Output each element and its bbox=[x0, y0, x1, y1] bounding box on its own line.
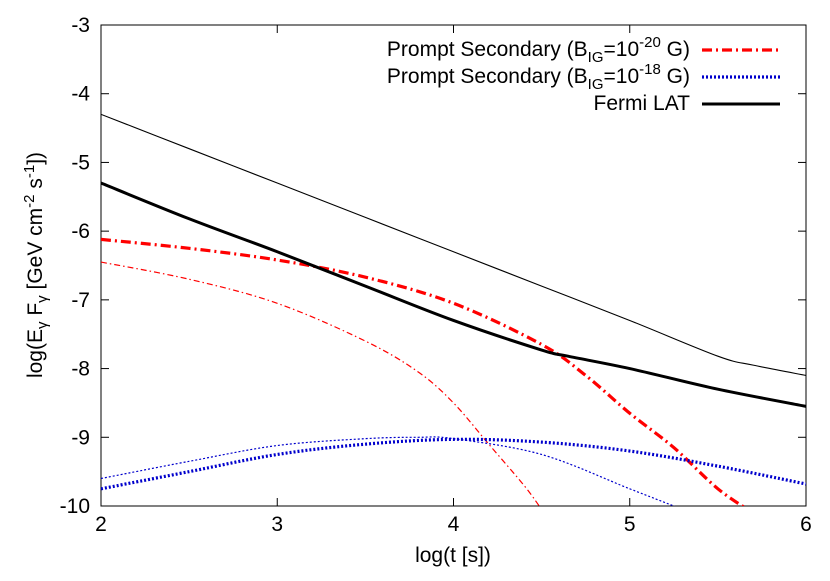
legend-label-prompt-secondary-1e-18: Prompt Secondary (BIG=10-18 G) bbox=[387, 61, 690, 93]
x-axis-label: log(t [s]) bbox=[415, 544, 491, 567]
series-line-3-thin bbox=[101, 436, 676, 506]
plot-frame bbox=[100, 24, 807, 507]
series-line-2-thick bbox=[101, 437, 806, 491]
y-axis-label: log(Eγ Fγ [GeV cm-2 s-1]) bbox=[21, 152, 51, 378]
legend: Prompt Secondary (BIG=10-20 G) Prompt Se… bbox=[387, 34, 780, 115]
y-tick-label: -3 bbox=[71, 14, 90, 37]
series-layer bbox=[101, 113, 806, 506]
y-tick-label: -10 bbox=[60, 495, 90, 518]
legend-label-fermi-lat: Fermi LAT bbox=[594, 92, 691, 115]
x-tick-label: 2 bbox=[95, 513, 107, 536]
x-tick-label: 6 bbox=[800, 513, 812, 536]
series-line-1-thin bbox=[101, 261, 540, 506]
y-tick-label: -6 bbox=[71, 220, 90, 243]
series-line-5-thin bbox=[101, 113, 806, 376]
axis-ticks: 2 3 4 5 6 -10 -9 -8 -7 -6 -5 -4 -3 bbox=[60, 14, 812, 536]
y-tick-label: -4 bbox=[71, 83, 90, 106]
x-tick-label: 4 bbox=[448, 513, 460, 536]
y-tick-label: -7 bbox=[71, 289, 90, 312]
x-tick-label: 3 bbox=[271, 513, 283, 536]
x-tick-label: 5 bbox=[624, 513, 636, 536]
y-tick-label: -8 bbox=[71, 358, 90, 381]
y-tick-label: -9 bbox=[71, 426, 90, 449]
y-tick-label: -5 bbox=[71, 151, 90, 174]
series-line-0-thick bbox=[101, 237, 746, 506]
series-line-4-thick bbox=[101, 181, 806, 408]
